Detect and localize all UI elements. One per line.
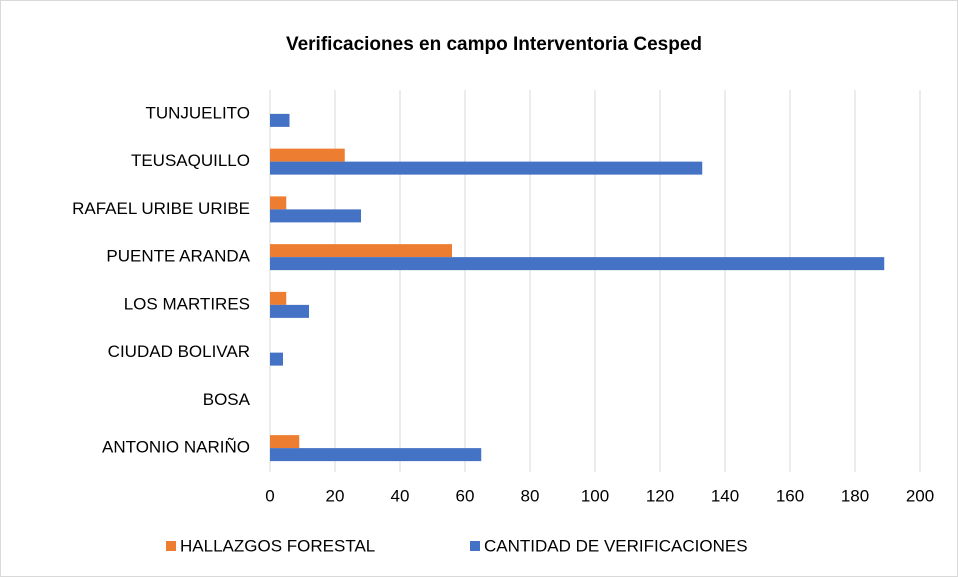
- legend-swatch: [166, 541, 176, 551]
- x-tick-label: 60: [456, 486, 475, 505]
- legend-swatch: [470, 541, 480, 551]
- bar: [270, 148, 345, 162]
- bar: [270, 448, 482, 462]
- y-tick-label: CIUDAD BOLIVAR: [108, 342, 250, 361]
- x-tick-label: 0: [265, 486, 274, 505]
- bar: [270, 304, 309, 318]
- y-tick-label: TEUSAQUILLO: [131, 151, 250, 170]
- bar: [270, 161, 703, 175]
- x-tick-label: 200: [906, 486, 934, 505]
- x-tick-label: 140: [711, 486, 739, 505]
- bar: [270, 257, 885, 271]
- x-tick-label: 80: [521, 486, 540, 505]
- y-tick-label: ANTONIO NARIÑO: [102, 438, 250, 457]
- legend-label: CANTIDAD DE VERIFICACIONES: [484, 536, 748, 555]
- y-tick-label: PUENTE ARANDA: [106, 247, 250, 266]
- x-tick-label: 180: [841, 486, 869, 505]
- x-tick-label: 40: [391, 486, 410, 505]
- bar: [270, 196, 287, 210]
- y-tick-label: RAFAEL URIBE URIBE: [72, 199, 250, 218]
- y-tick-label: LOS MARTIRES: [124, 294, 250, 313]
- x-tick-label: 120: [646, 486, 674, 505]
- y-tick-label: BOSA: [203, 390, 251, 409]
- x-tick-label: 100: [581, 486, 609, 505]
- bar: [270, 291, 287, 305]
- x-tick-label: 160: [776, 486, 804, 505]
- bar: [270, 435, 300, 449]
- bar: [270, 244, 452, 258]
- x-tick-label: 20: [326, 486, 345, 505]
- bar: [270, 113, 290, 127]
- chart-title: Verificaciones en campo Interventoria Ce…: [286, 34, 702, 55]
- bar: [270, 352, 283, 366]
- y-tick-label: TUNJUELITO: [145, 103, 250, 122]
- bar: [270, 209, 361, 223]
- legend-label: HALLAZGOS FORESTAL: [180, 536, 375, 555]
